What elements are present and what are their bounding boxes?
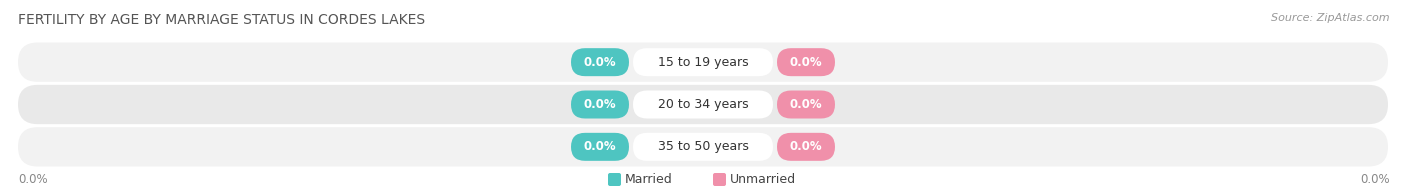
Text: 35 to 50 years: 35 to 50 years <box>658 140 748 153</box>
Text: 0.0%: 0.0% <box>790 98 823 111</box>
Text: 20 to 34 years: 20 to 34 years <box>658 98 748 111</box>
FancyBboxPatch shape <box>571 133 628 161</box>
Text: 0.0%: 0.0% <box>583 56 616 69</box>
Text: 0.0%: 0.0% <box>583 140 616 153</box>
FancyBboxPatch shape <box>633 48 773 76</box>
FancyBboxPatch shape <box>633 91 773 119</box>
FancyBboxPatch shape <box>18 43 1388 82</box>
Text: Source: ZipAtlas.com: Source: ZipAtlas.com <box>1271 13 1391 23</box>
Text: 15 to 19 years: 15 to 19 years <box>658 56 748 69</box>
Text: Unmarried: Unmarried <box>730 173 796 186</box>
Text: 0.0%: 0.0% <box>583 98 616 111</box>
FancyBboxPatch shape <box>571 48 628 76</box>
Text: FERTILITY BY AGE BY MARRIAGE STATUS IN CORDES LAKES: FERTILITY BY AGE BY MARRIAGE STATUS IN C… <box>18 13 425 27</box>
Text: 0.0%: 0.0% <box>18 173 48 186</box>
FancyBboxPatch shape <box>778 91 835 119</box>
Text: 0.0%: 0.0% <box>790 140 823 153</box>
FancyBboxPatch shape <box>713 173 725 186</box>
FancyBboxPatch shape <box>778 133 835 161</box>
Text: Married: Married <box>626 173 672 186</box>
FancyBboxPatch shape <box>18 127 1388 166</box>
Text: 0.0%: 0.0% <box>1361 173 1391 186</box>
FancyBboxPatch shape <box>571 91 628 119</box>
FancyBboxPatch shape <box>633 133 773 161</box>
Text: 0.0%: 0.0% <box>790 56 823 69</box>
FancyBboxPatch shape <box>607 173 621 186</box>
FancyBboxPatch shape <box>778 48 835 76</box>
FancyBboxPatch shape <box>18 85 1388 124</box>
